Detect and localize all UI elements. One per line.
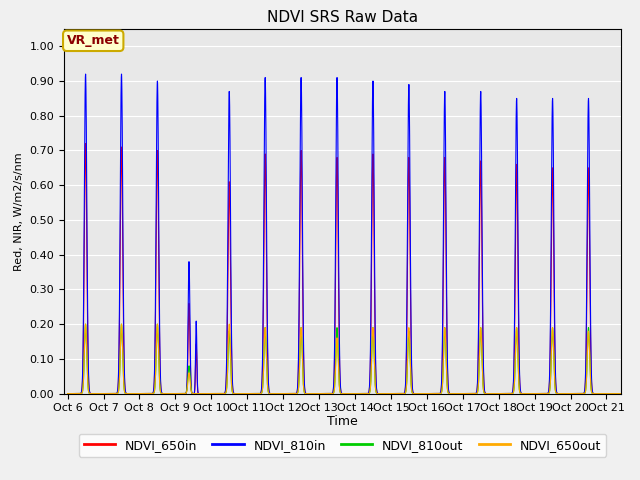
Line: NDVI_650out: NDVI_650out [68, 324, 640, 394]
NDVI_650out [93, 391, 100, 396]
NDVI_650in [490, 391, 498, 396]
NDVI_650out [639, 391, 640, 396]
NDVI_650in [64, 391, 72, 396]
Line: NDVI_650in: NDVI_650in [68, 144, 640, 394]
NDVI_650out [64, 391, 72, 396]
NDVI_650in [603, 391, 611, 396]
NDVI_810in [93, 391, 100, 396]
NDVI_810out [520, 391, 528, 396]
NDVI_650in [82, 141, 90, 146]
Line: NDVI_810out: NDVI_810out [68, 324, 640, 394]
NDVI_810out [82, 321, 90, 327]
NDVI_810in [404, 182, 412, 188]
NDVI_650in [272, 391, 280, 396]
Title: NDVI SRS Raw Data: NDVI SRS Raw Data [267, 10, 418, 25]
NDVI_810in [64, 391, 72, 396]
Y-axis label: Red, NIR, W/m2/s/nm: Red, NIR, W/m2/s/nm [14, 152, 24, 271]
NDVI_810out [404, 352, 412, 358]
NDVI_650in [429, 391, 436, 396]
NDVI_650in [639, 391, 640, 396]
NDVI_810in [639, 391, 640, 396]
NDVI_650in [404, 231, 412, 237]
NDVI_650out [429, 391, 436, 396]
NDVI_810in [82, 71, 90, 77]
Text: VR_met: VR_met [67, 34, 120, 47]
NDVI_810out [93, 391, 100, 396]
X-axis label: Time: Time [327, 415, 358, 428]
NDVI_810out [490, 391, 498, 396]
NDVI_810in [520, 391, 528, 396]
NDVI_650in [520, 391, 528, 396]
NDVI_650out [490, 391, 498, 396]
NDVI_810in [603, 391, 611, 396]
NDVI_810out [64, 391, 72, 396]
NDVI_650out [82, 321, 90, 327]
NDVI_650out [603, 391, 611, 396]
NDVI_810out [603, 391, 611, 396]
NDVI_650out [520, 391, 528, 396]
NDVI_810out [272, 391, 280, 396]
NDVI_810out [429, 391, 436, 396]
NDVI_810out [639, 391, 640, 396]
Legend: NDVI_650in, NDVI_810in, NDVI_810out, NDVI_650out: NDVI_650in, NDVI_810in, NDVI_810out, NDV… [79, 433, 606, 456]
NDVI_650in [93, 391, 100, 396]
NDVI_650out [272, 391, 280, 396]
NDVI_810in [272, 391, 280, 396]
NDVI_650out [404, 349, 412, 355]
NDVI_810in [490, 391, 498, 396]
Line: NDVI_810in: NDVI_810in [68, 74, 640, 394]
NDVI_810in [429, 391, 436, 396]
